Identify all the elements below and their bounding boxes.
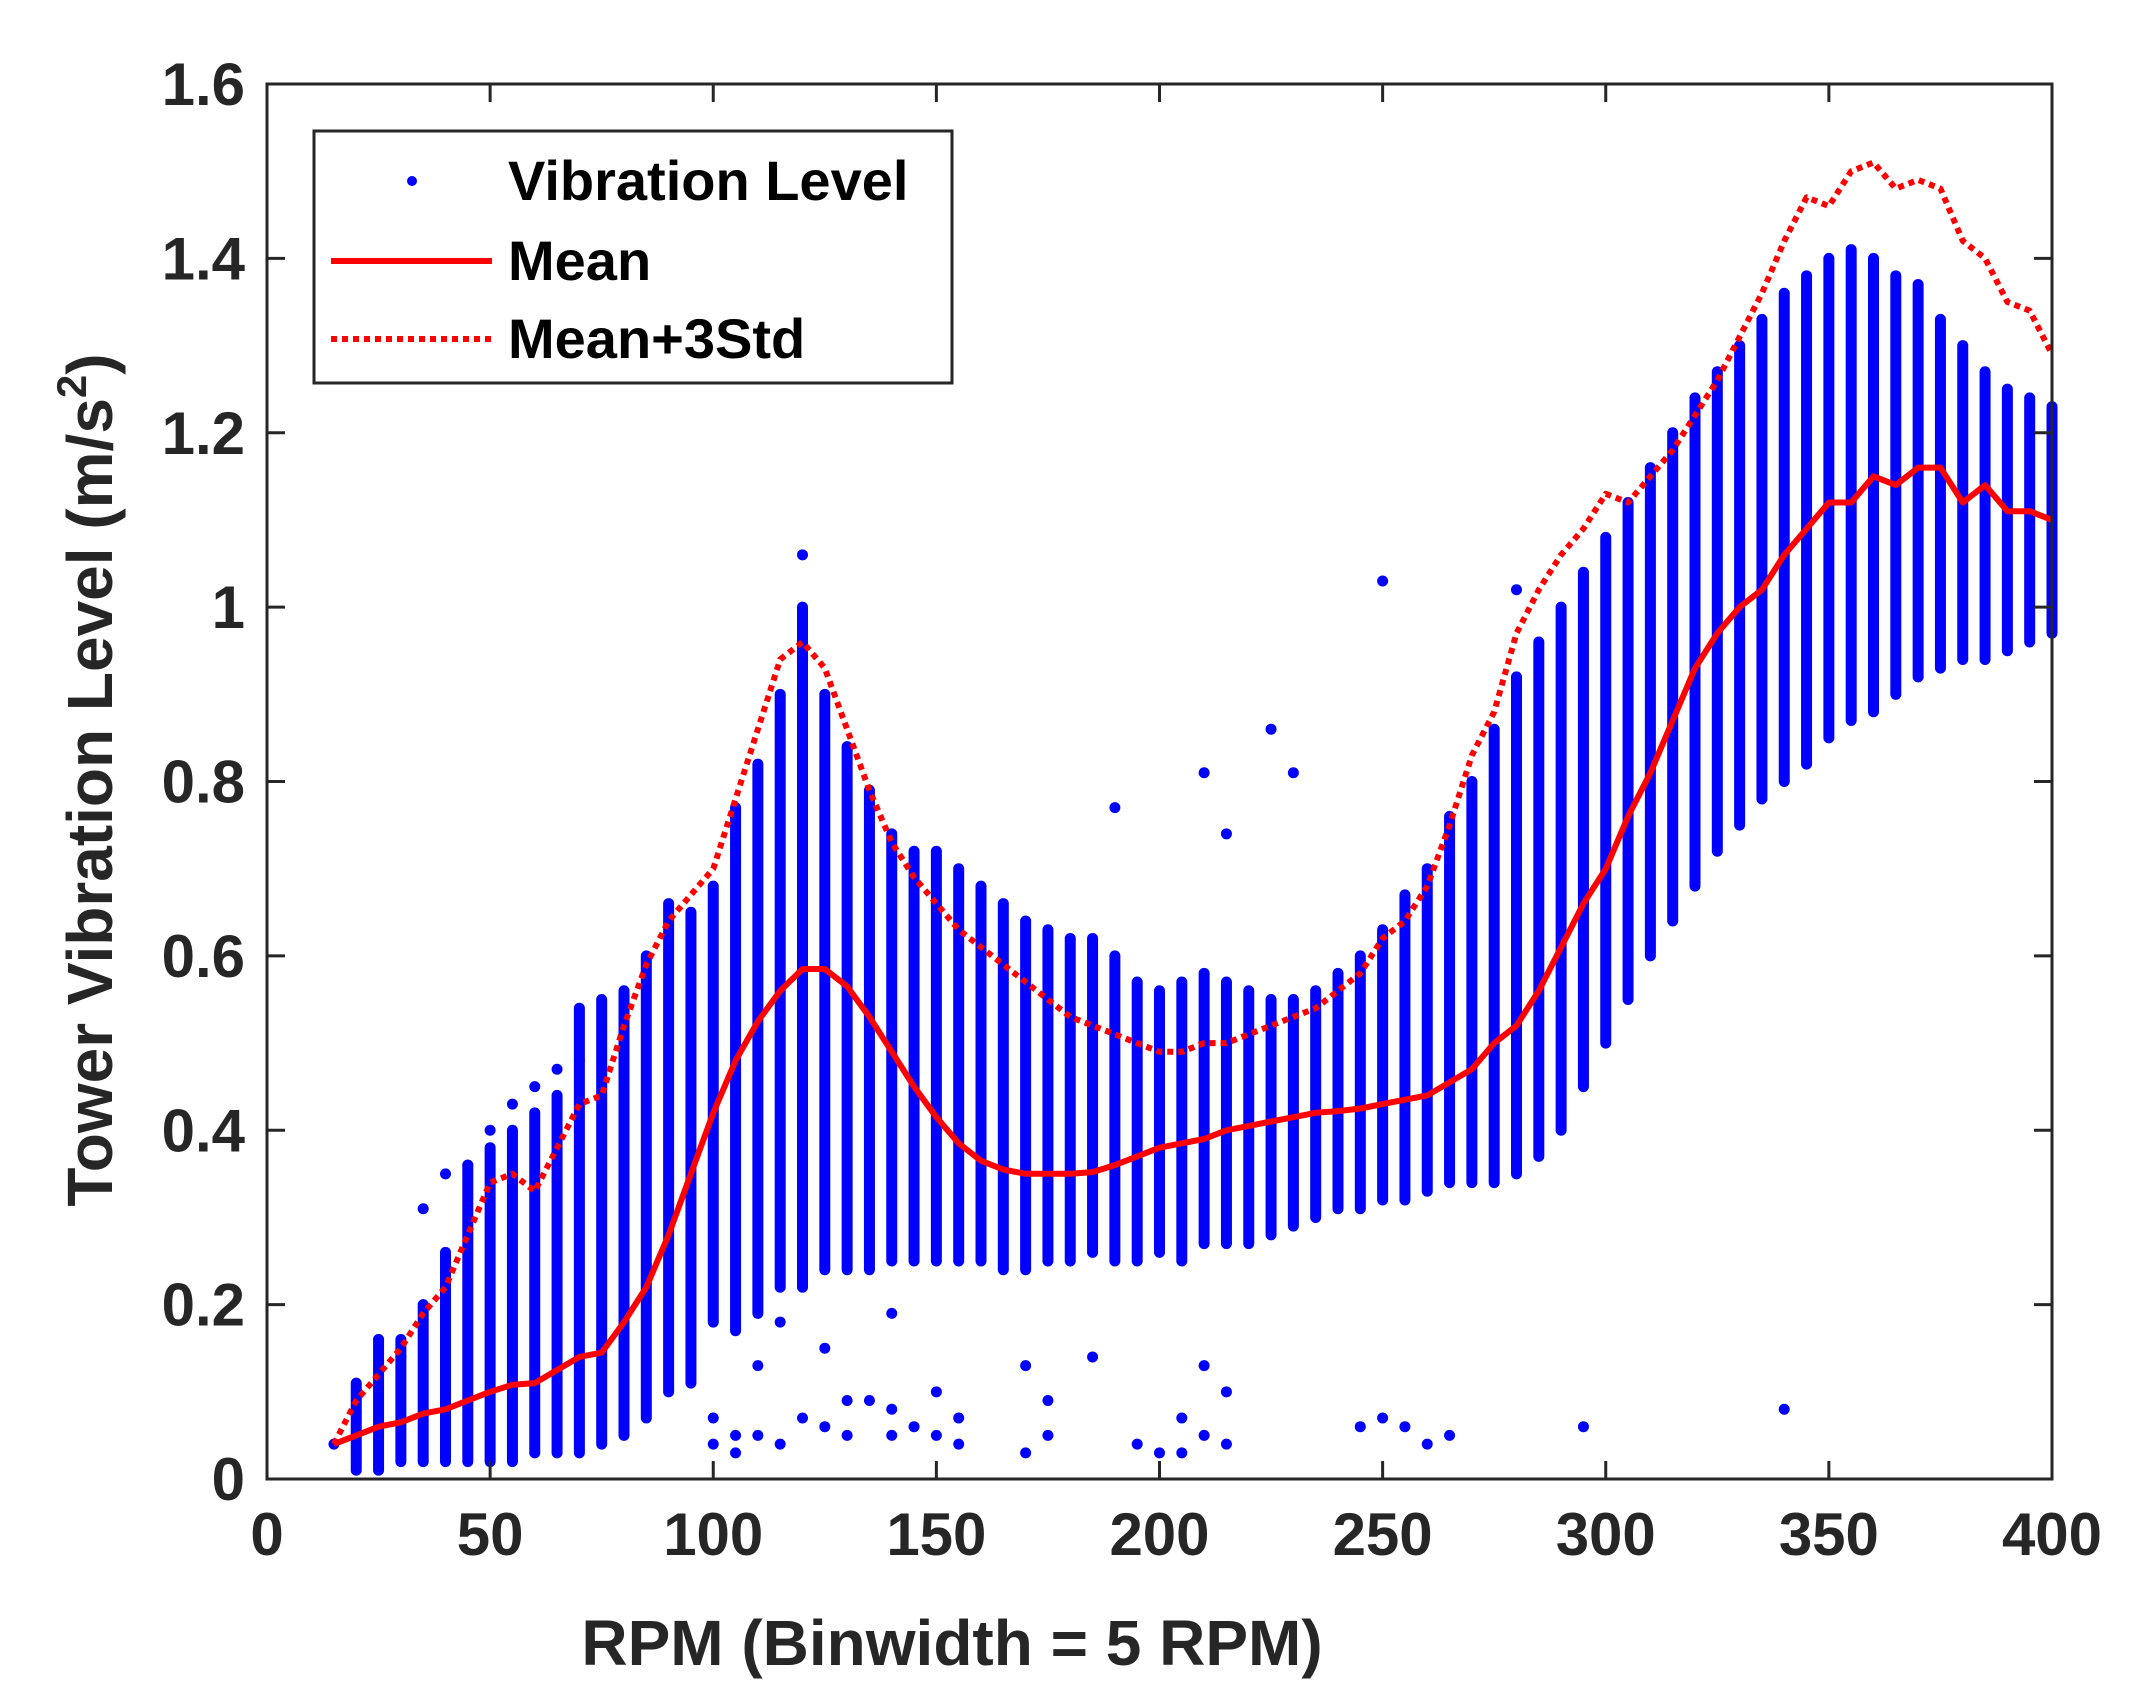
scatter-point — [797, 1412, 808, 1424]
mean-3std-line — [331, 159, 2055, 1446]
y-tick-label: 0 — [212, 1446, 245, 1513]
scatter-point — [1444, 1429, 1456, 1441]
scatter-point — [1154, 1447, 1165, 1459]
scatter-point — [1087, 1351, 1099, 1363]
legend-label-std: Mean+3Std — [508, 307, 805, 370]
y-tick-label: 0.4 — [162, 1097, 246, 1164]
scatter-point — [1198, 767, 1210, 779]
scatter-point — [774, 1316, 786, 1328]
scatter-point — [1399, 1421, 1411, 1433]
scatter-point — [908, 1421, 920, 1433]
scatter-point — [1577, 1421, 1589, 1433]
x-tick-label: 350 — [1779, 1501, 1879, 1568]
y-tick-label: 1.2 — [162, 400, 245, 467]
scatter-point — [529, 1081, 541, 1093]
scatter-point — [886, 1307, 898, 1319]
y-axis-label-close: ) — [54, 353, 126, 374]
mean-line — [332, 464, 2054, 1447]
scatter-point — [1020, 1360, 1032, 1372]
scatter-point — [863, 1395, 875, 1407]
scatter-point — [1377, 1412, 1389, 1424]
scatter-point — [506, 1098, 518, 1110]
scatter-point — [841, 1429, 853, 1441]
x-tick-label: 400 — [2002, 1501, 2102, 1568]
legend-label-mean: Mean — [508, 229, 651, 292]
y-tick-label: 1.6 — [162, 51, 245, 118]
scatter-point — [1421, 1438, 1433, 1450]
scatter-point — [752, 1429, 764, 1441]
scatter-point — [1220, 1386, 1232, 1398]
scatter-point — [930, 1386, 942, 1398]
x-axis-label: RPM (Binwidth = 5 RPM) — [581, 1607, 1322, 1679]
scatter-point — [819, 1342, 831, 1354]
scatter-point — [819, 1421, 831, 1433]
legend-marker-scatter — [407, 176, 417, 186]
scatter-point — [573, 1055, 585, 1066]
scatter-point — [1511, 584, 1522, 596]
x-tick-label: 100 — [663, 1501, 763, 1568]
scatter-point — [730, 1447, 742, 1459]
scatter-point — [1042, 1429, 1054, 1441]
y-axis-label-text: Tower Vibration Level (m/s — [54, 398, 126, 1207]
scatter-point — [484, 1124, 496, 1136]
x-tick-label: 200 — [1109, 1501, 1209, 1568]
y-axis-label: Tower Vibration Level (m/s2) — [48, 353, 126, 1206]
scatter-point — [730, 1429, 742, 1441]
scatter-point — [440, 1168, 451, 1180]
scatter-point — [1220, 828, 1232, 840]
scatter-point — [551, 1063, 563, 1075]
scatter-point — [1220, 1438, 1232, 1450]
scatter-point — [1176, 1412, 1188, 1424]
x-tick-label: 0 — [250, 1501, 283, 1568]
legend-label-vibration: Vibration Level — [508, 149, 908, 212]
scatter-point — [953, 1438, 965, 1450]
scatter-point — [930, 1429, 942, 1441]
scatter-point — [373, 1334, 385, 1345]
scatter-point — [797, 549, 808, 561]
scatter-point — [1042, 1395, 1054, 1407]
scatter-point — [886, 1403, 898, 1415]
scatter-point — [953, 1412, 965, 1424]
legend: Vibration Level Mean Mean+3Std — [312, 129, 954, 385]
scatter-point — [1265, 723, 1277, 735]
scatter-point — [752, 1360, 764, 1372]
y-tick-label: 1 — [212, 574, 245, 641]
x-tick-label: 300 — [1556, 1501, 1656, 1568]
scatter-point — [1377, 575, 1389, 587]
y-tick-label: 0.2 — [162, 1272, 245, 1339]
scatter-point — [886, 1429, 898, 1441]
scatter-point — [1287, 767, 1299, 779]
scatter-point — [841, 1395, 853, 1407]
scatter-point — [1131, 1438, 1143, 1450]
scatter-point — [1176, 1447, 1188, 1459]
scatter-point — [774, 1438, 786, 1450]
scatter-point — [1198, 1429, 1210, 1441]
scatter-point — [1020, 1447, 1032, 1459]
axis-ticks: 0 50 100 150 200 250 300 350 400 0 0.2 0.4 0.6 0.8 1 1.… — [162, 51, 2102, 1568]
scatter-point — [707, 1438, 719, 1450]
scatter-point — [1354, 1421, 1366, 1433]
y-axis-label-superscript: 2 — [48, 375, 95, 398]
y-tick-label: 0.6 — [162, 923, 245, 990]
y-tick-label: 0.8 — [162, 749, 245, 816]
y-tick-label: 1.4 — [162, 225, 246, 292]
scatter-point — [1109, 802, 1121, 814]
scatter-point — [707, 1412, 719, 1424]
scatter-point — [462, 1159, 474, 1171]
scatter-point — [417, 1203, 429, 1215]
scatter-point — [1198, 1360, 1210, 1372]
x-tick-label: 150 — [886, 1501, 986, 1568]
x-tick-label: 250 — [1333, 1501, 1433, 1568]
x-tick-label: 50 — [457, 1501, 524, 1568]
legend-box — [312, 129, 954, 385]
line-series — [331, 159, 2055, 1447]
scatter-point — [1778, 1403, 1790, 1415]
